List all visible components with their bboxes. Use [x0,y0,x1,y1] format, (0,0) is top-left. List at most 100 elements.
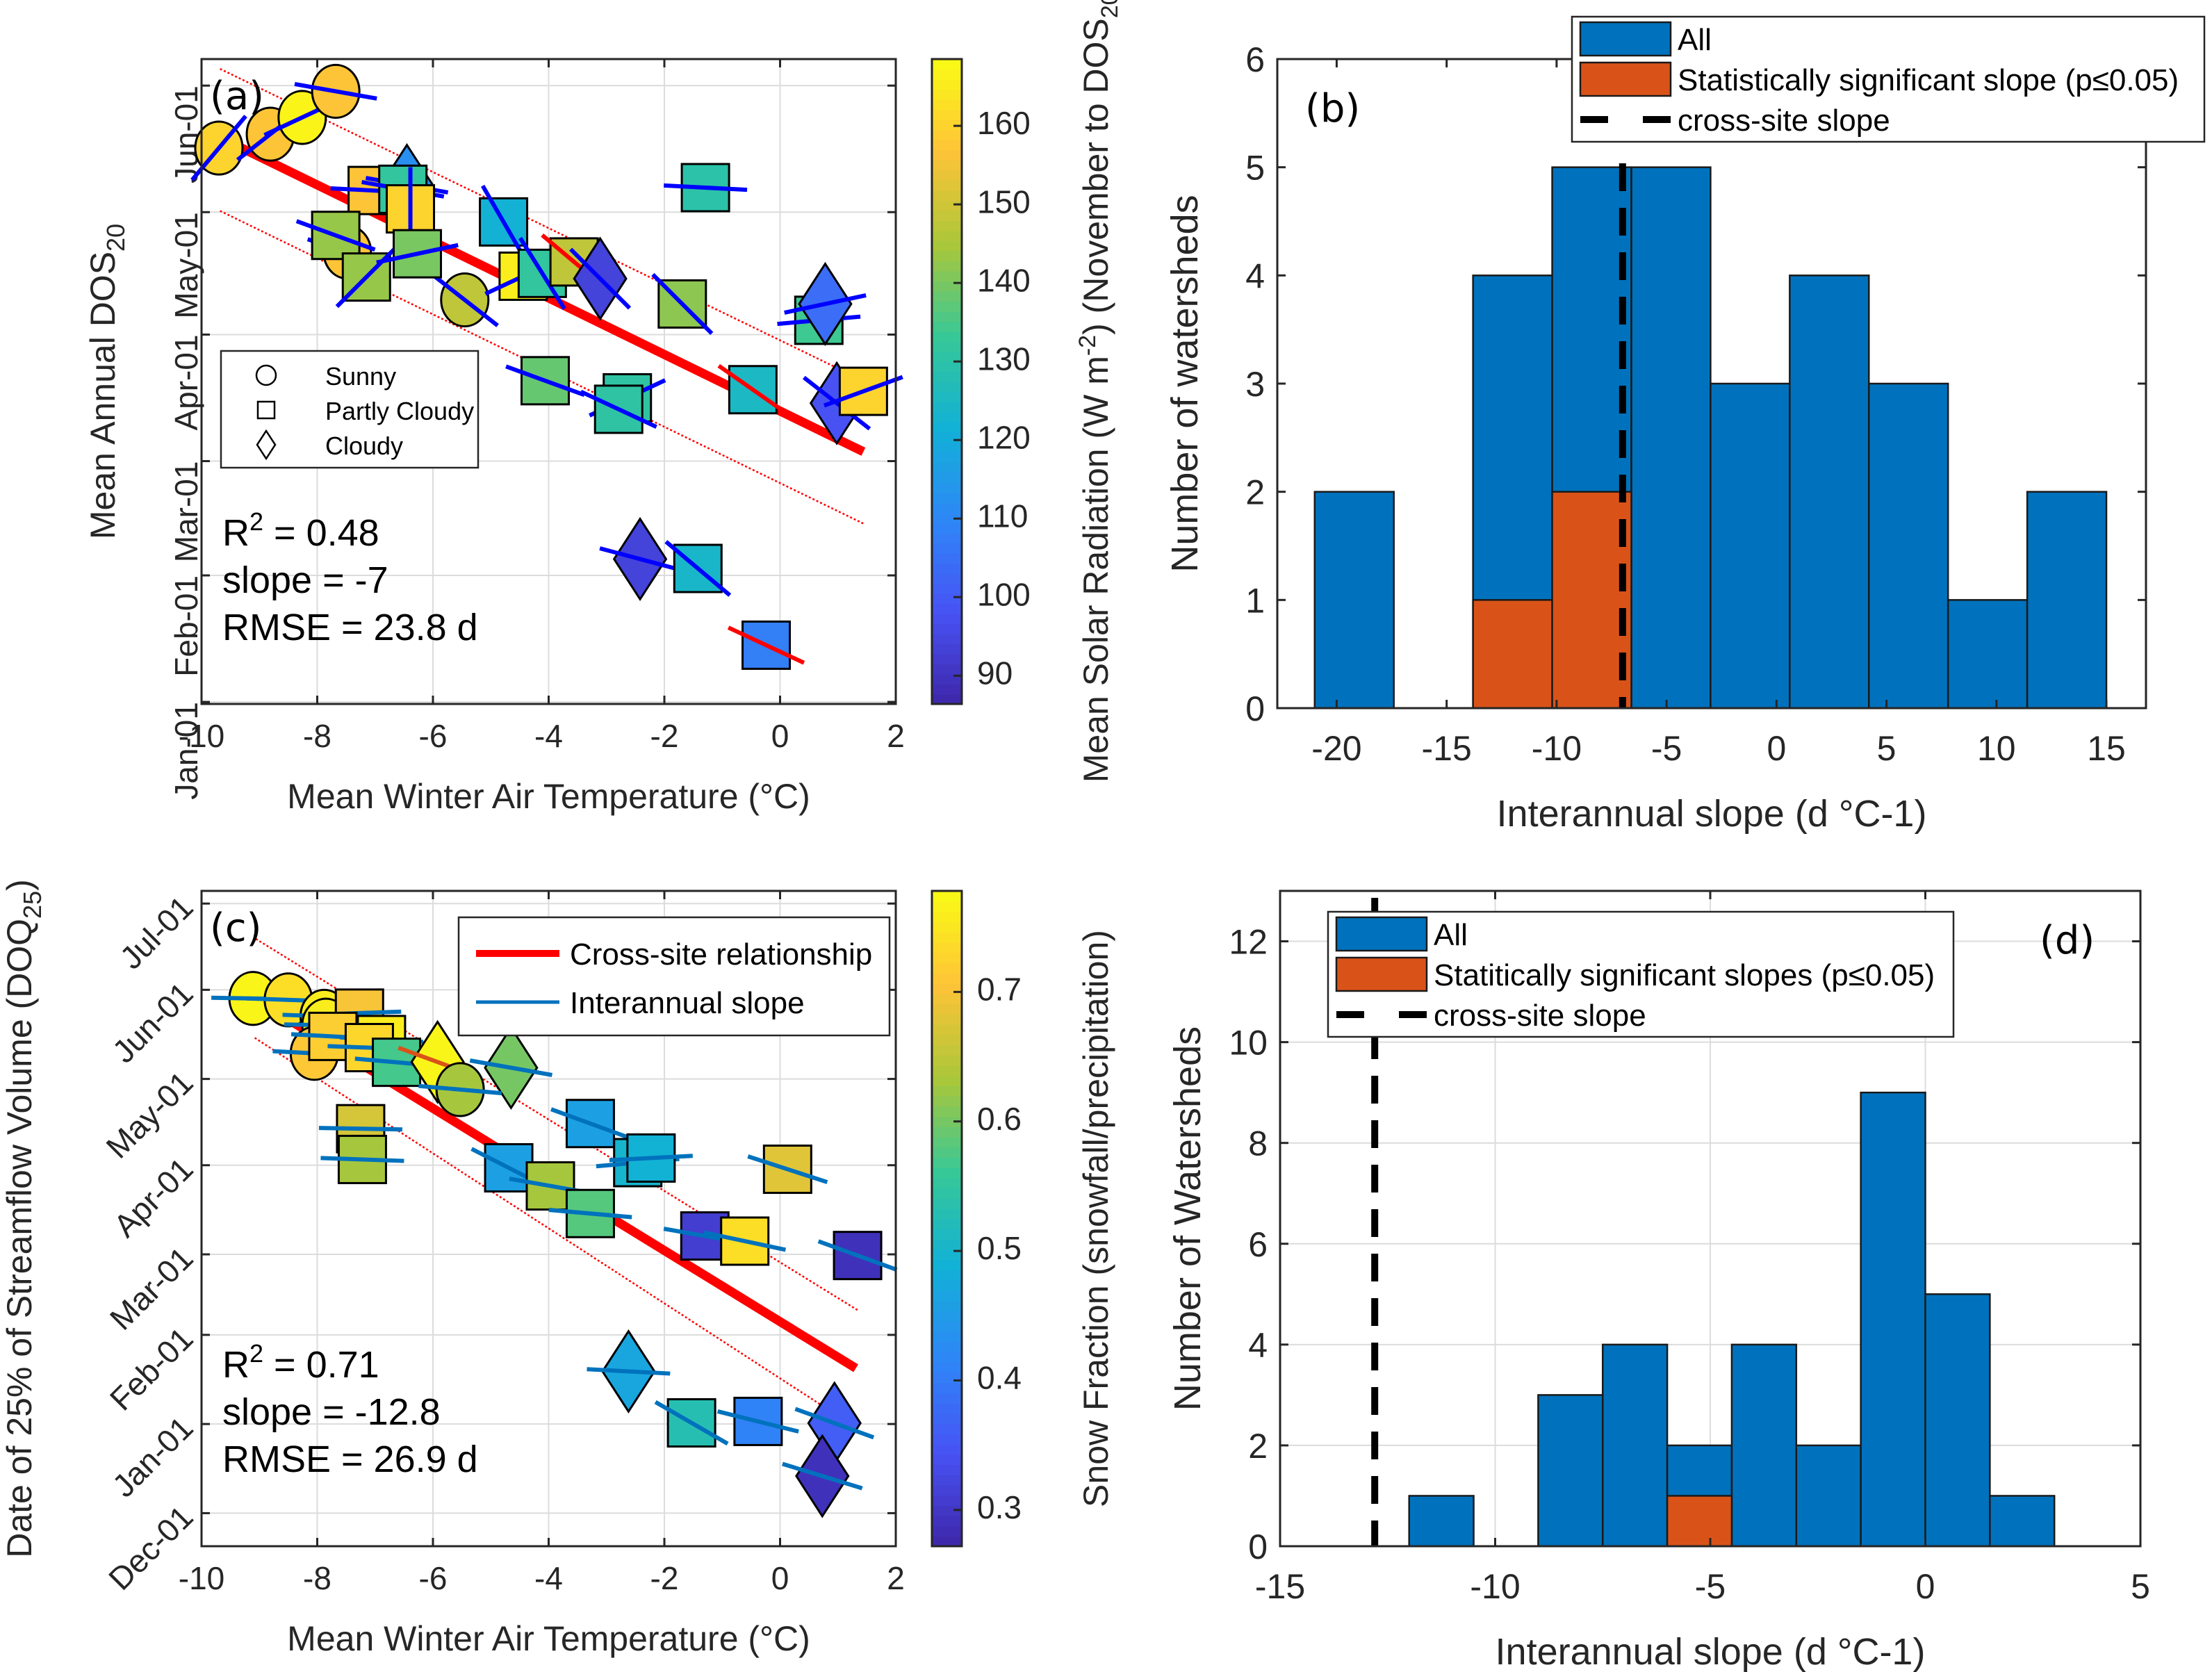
colorbar-segment [932,160,962,171]
colorbar-segment [932,1352,962,1363]
colorbar-segment [932,210,962,221]
colorbar-segment [932,1392,962,1404]
interannual-slope-line [569,247,632,310]
colorbar-segment [932,1003,962,1015]
x-tick-label: -2 [650,1560,679,1596]
x-axis-label: Interannual slope (d °C-1) [1497,793,1927,835]
interannual-slope-line [480,184,527,259]
colorbar-tick-label: 150 [977,183,1031,220]
colorbar-segment [932,120,962,131]
x-tick-label: 0 [1916,1567,1935,1606]
data-point [817,1231,898,1281]
y-tick-label: Mar-01 [168,461,204,563]
colorbar-segment [932,1249,962,1261]
colorbar-segment [932,1238,962,1250]
colorbar-segment [932,402,962,413]
data-point [784,261,867,346]
histogram-bar-all [1408,1495,1475,1548]
legend-label: Cross-site relationship [570,937,872,972]
colorbar-segment [932,1218,962,1230]
data-point [418,1062,502,1117]
legend-label: Partly Cloudy [325,397,474,425]
colorbar-label: Snow Fraction (snowfall/precipitation) [1076,930,1115,1507]
panel-c-scatter: -10 -8 -6 -4 -2 0 2Dec-01Jan-01Feb-01Mar-01Apr… [0,879,1115,1658]
panel-b-histogram: -20 -15 -10 -5 0 5 10 15 0 1 2 3 4 5 6 (b) Interannual s… [1164,15,2206,835]
colorbar-segment [932,1515,962,1527]
histogram-bar-all [1947,599,2029,710]
colorbar-segment [932,1065,962,1076]
histogram-bar-all [2026,491,2108,710]
colorbar-segment [932,1382,962,1393]
y-tick-label: Feb-01 [103,1320,200,1418]
colorbar-segment [932,250,962,261]
interannual-slope-line [320,1156,404,1163]
y-axis-label: Mean Annual DOS20 [83,224,130,539]
axes-frame [200,58,897,705]
y-tick-label: Jul-01 [113,889,199,976]
colorbar-segment [932,190,962,201]
colorbar-segment [932,532,962,543]
colorbar-segment [932,512,962,523]
colorbar-segment [932,633,962,644]
colorbar-segment [932,290,962,302]
interannual-slope-line [784,293,867,315]
rmse-annotation: RMSE = 23.8 d [222,607,478,648]
x-tick-label: -4 [534,718,563,754]
y-axis-label: Number of Watersheds [1167,1026,1209,1411]
interannual-slope-line [376,243,459,265]
colorbar-segment [932,523,962,534]
colorbar-segment [932,1034,962,1046]
colorbar-segment [932,1177,962,1189]
colorbar-segment [932,644,962,655]
colorbar-segment [932,1085,962,1097]
x-tick-label: -10 [179,1560,224,1596]
slope-annotation: slope = -7 [222,559,388,601]
colorbar-segment [932,552,962,564]
colorbar-segment [932,1229,962,1240]
colorbar-segment [932,1433,962,1445]
interannual-slope-line [548,1208,632,1220]
colorbar-segment [932,129,962,140]
colorbar-segment [932,1279,962,1291]
colorbar-tick-label: 0.6 [977,1101,1022,1137]
x-tick-label: -8 [303,718,331,754]
colorbar-segment [932,69,962,80]
interannual-slope-line [794,1407,875,1440]
histogram-bar-all [1789,274,1870,710]
square-marker [479,197,529,247]
interannual-slope-line [782,1461,863,1491]
y-tick-label: Jan-01 [105,1409,199,1504]
colorbar-segment [932,1198,962,1209]
colorbar-segment [932,1525,962,1537]
y-tick-label: May-01 [168,212,204,318]
colorbar-segment [932,1259,962,1271]
colorbar-segment [932,422,962,433]
colorbar-segment [932,200,962,211]
x-tick-label: -20 [1311,729,1361,768]
histogram-bar-significant [1551,491,1632,710]
data-point [823,366,903,416]
x-axis-label: Mean Winter Air Temperature (°C) [287,1619,810,1658]
data-point [294,63,377,119]
colorbar-tick-label: 160 [977,105,1031,141]
x-tick-label: -5 [1651,729,1682,768]
colorbar-tick-label: 0.4 [977,1360,1022,1396]
x-tick-label: -10 [1470,1567,1520,1606]
colorbar-segment [932,492,962,503]
interannual-slope-line [664,540,732,597]
legend-square-icon [256,400,276,420]
colorbar: 0.3 0.4 0.5 0.6 0.7 Snow Fraction (snowfall/p… [931,890,1115,1548]
colorbar-segment [932,240,962,252]
x-tick-label: 15 [2087,729,2126,768]
histogram-bar-all [1868,382,1949,710]
panel-label: (a) [210,74,264,119]
colorbar-segment [932,270,962,281]
colorbar-segment [932,1136,962,1148]
colorbar-frame [931,58,963,705]
colorbar-segment [932,653,962,664]
x-tick-label: -2 [650,718,679,754]
colorbar-segment [932,603,962,614]
interannual-slope-line [664,183,748,192]
panel-d-histogram: -15 -10 -5 0 5 0 2 4 6 8 10 12 (d) Interannual slope … [1167,890,2150,1672]
legend-box [1571,15,2206,143]
